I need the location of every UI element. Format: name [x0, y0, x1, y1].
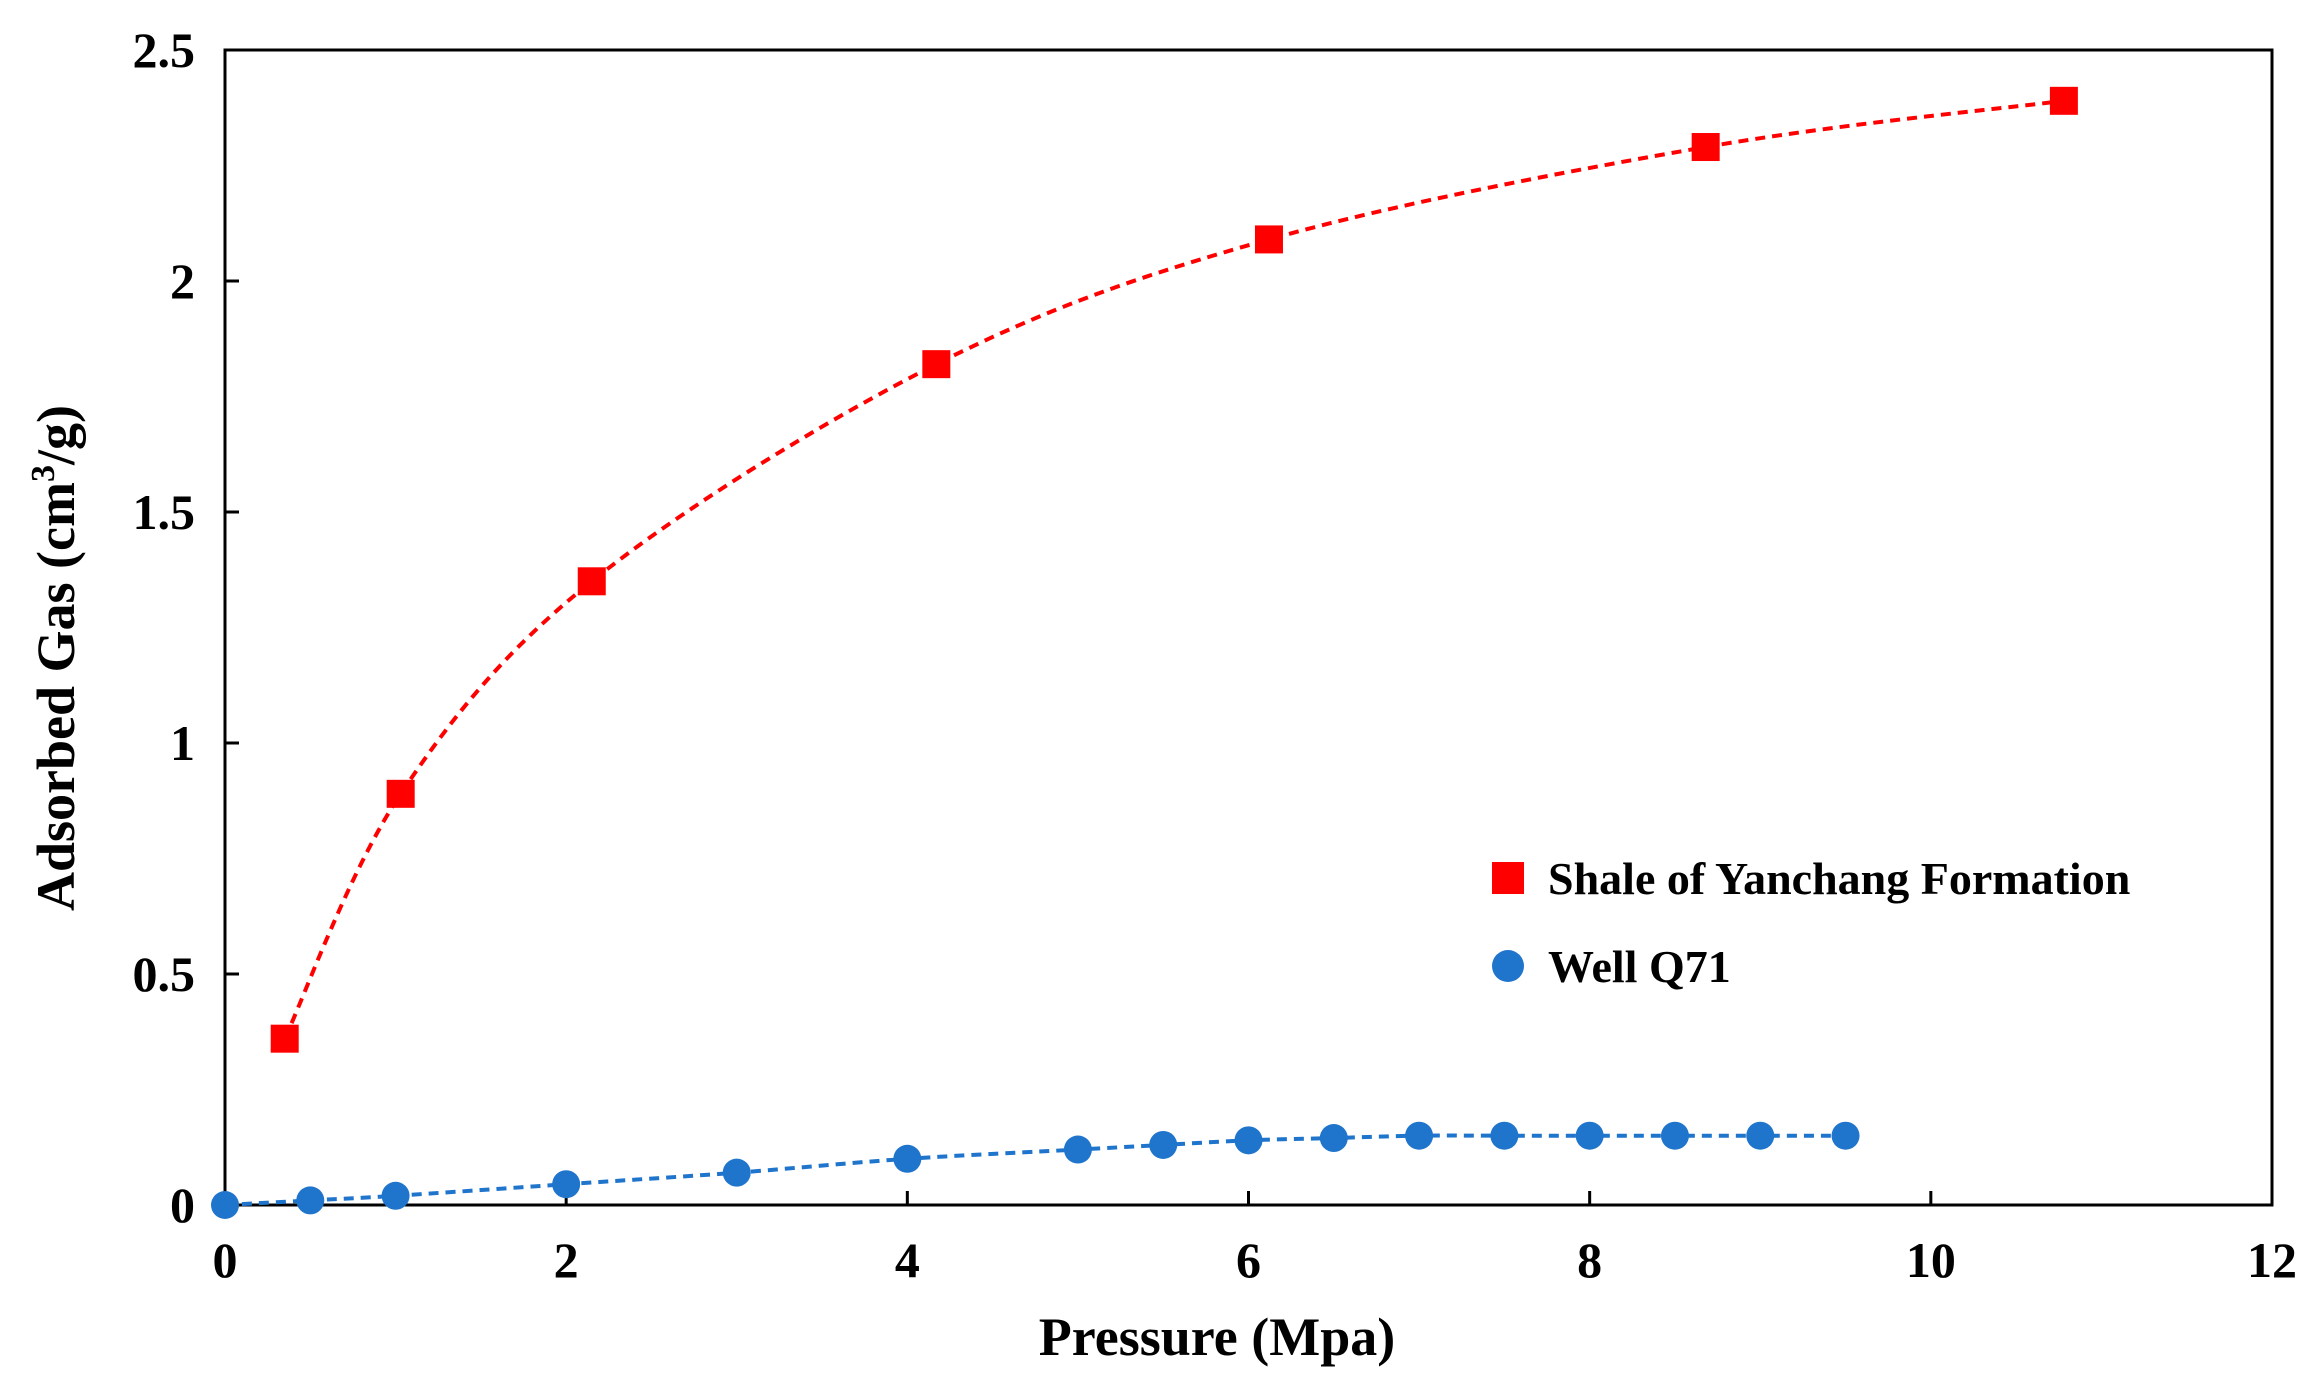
yanchang-shale-data-point: [577, 567, 606, 596]
legend-well-q71-marker: [1492, 950, 1524, 982]
x-tick-label: 8: [1577, 1232, 1602, 1288]
x-axis-title: Pressure (Mpa): [1039, 1307, 1395, 1367]
well-q71-data-point: [296, 1186, 325, 1215]
legend-yanchang-shale-label: Shale of Yanchang Formation: [1548, 853, 2130, 904]
y-tick-label: 2: [170, 253, 195, 309]
y-tick-label: 1.5: [133, 484, 196, 540]
well-q71-data-point: [1575, 1121, 1604, 1150]
well-q71-data-point: [1149, 1130, 1178, 1159]
y-tick-label: 0: [170, 1177, 195, 1233]
well-q71-data-point: [722, 1158, 751, 1187]
y-axis-title-suffix: /g): [26, 405, 86, 466]
y-tick-label: 0.5: [133, 946, 196, 1002]
yanchang-shale-data-point: [386, 779, 415, 808]
plot-area-frame: [223, 48, 2274, 1207]
legend-well-q71-label: Well Q71: [1548, 941, 1731, 992]
x-tick-label: 2: [554, 1232, 579, 1288]
well-q71-data-point: [1660, 1121, 1689, 1150]
x-tick-label: 4: [895, 1232, 920, 1288]
yanchang-shale-data-point: [922, 350, 951, 379]
well-q71-data-point: [381, 1181, 410, 1210]
y-axis-title: Adsorbed Gas (cm3/g): [25, 405, 86, 911]
yanchang-shale-data-point: [1254, 225, 1283, 254]
well-q71-data-point: [1234, 1126, 1263, 1155]
legend-yanchang-shale-marker: [1492, 862, 1524, 894]
y-axis-title-prefix: Adsorbed Gas (cm: [26, 482, 86, 911]
well-q71-data-point: [552, 1170, 581, 1199]
well-q71-trend-line: [224, 1133, 1846, 1207]
well-q71-data-point: [1063, 1135, 1092, 1164]
yanchang-shale-data-point: [2049, 86, 2078, 115]
well-q71-data-point: [1319, 1124, 1348, 1153]
well-q71-data-point: [1831, 1121, 1860, 1150]
well-q71-data-point: [1490, 1121, 1519, 1150]
well-q71-data-point: [1746, 1121, 1775, 1150]
yanchang-shale-data-point: [1691, 133, 1720, 162]
well-q71-data-point: [893, 1144, 922, 1173]
x-tick-label: 6: [1236, 1232, 1261, 1288]
well-q71-data-point: [1405, 1121, 1434, 1150]
x-tick-label: 12: [2247, 1232, 2297, 1288]
y-tick-label: 2.5: [133, 22, 196, 78]
y-tick-label: 1: [170, 715, 195, 771]
yanchang-shale-data-point: [270, 1024, 299, 1053]
x-tick-label: 10: [1906, 1232, 1956, 1288]
x-tick-label: 0: [213, 1232, 238, 1288]
well-q71-data-point: [211, 1191, 239, 1219]
y-axis-title-superscript: 3: [25, 465, 62, 482]
